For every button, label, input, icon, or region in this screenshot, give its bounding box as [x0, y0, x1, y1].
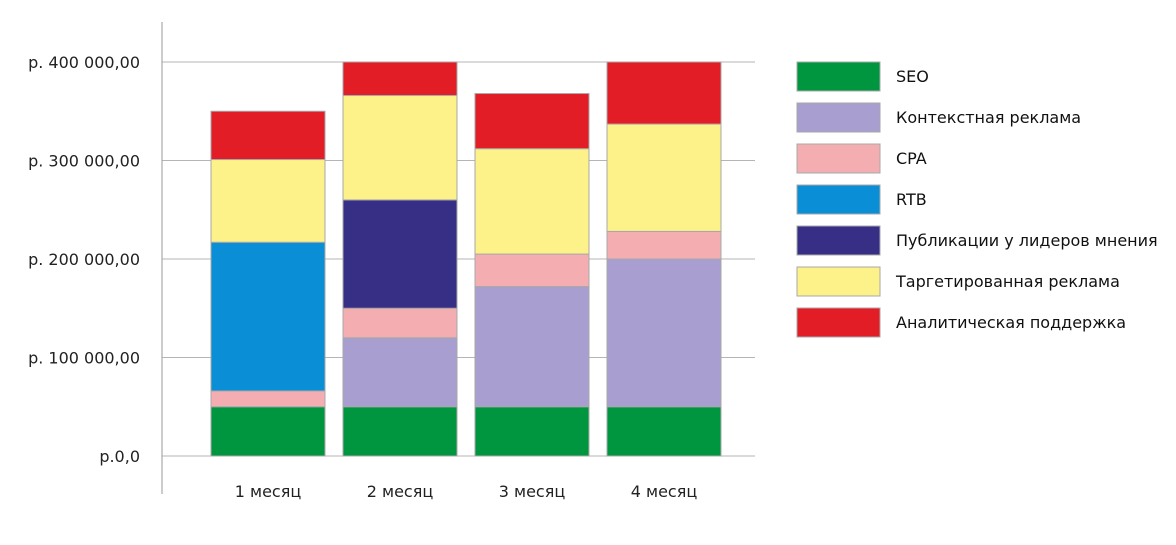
bar-segment [342, 406, 458, 457]
legend-label: Аналитическая поддержка [896, 313, 1126, 332]
bar-segment [606, 406, 722, 457]
y-axis-ticks: р.0,0 р. 100 000,00 р. 200 000,00 р. 300 00… [28, 53, 140, 466]
y-tick-label: р.0,0 [99, 447, 140, 466]
bar-segment [474, 406, 590, 457]
bar-segment [606, 230, 722, 260]
x-category-label: 3 месяц [499, 482, 566, 501]
legend-swatch [796, 61, 881, 92]
x-category-label: 4 месяц [631, 482, 698, 501]
legend: SEO Контекстная реклама CPA RTB Публикации у… [796, 61, 1158, 338]
bar-segment [474, 286, 590, 408]
legend-label: CPA [896, 149, 927, 168]
bar-segment [474, 253, 590, 288]
legend-swatch [796, 102, 881, 133]
bar-segment [342, 94, 458, 201]
legend-swatch [796, 225, 881, 256]
legend-swatch [796, 184, 881, 215]
legend-label: RTB [896, 190, 927, 209]
bar-segment [210, 159, 326, 243]
legend-swatch [796, 266, 881, 297]
bars [210, 61, 722, 457]
x-axis-categories: 1 месяц 2 месяц 3 месяц 4 месяц [235, 482, 698, 501]
legend-label: SEO [896, 67, 929, 86]
legend-label: Публикации у лидеров мнения [896, 231, 1158, 250]
bar-segment [342, 61, 458, 96]
bar-segment [210, 110, 326, 161]
bar-segment [474, 148, 590, 255]
bar-segment [210, 406, 326, 457]
bar-segment [210, 390, 326, 408]
bar-segment [342, 337, 458, 408]
legend-label: Таргетированная реклама [895, 272, 1120, 291]
y-tick-label: р. 300 000,00 [28, 152, 140, 171]
bar-segment [606, 61, 722, 125]
legend-swatch [796, 143, 881, 174]
y-tick-label: р. 100 000,00 [28, 349, 140, 368]
bar-segment [606, 258, 722, 408]
bar-segment [474, 93, 590, 150]
bar-segment [210, 241, 326, 392]
legend-swatch [796, 307, 881, 338]
x-category-label: 1 месяц [235, 482, 302, 501]
x-category-label: 2 месяц [367, 482, 434, 501]
bar-segment [342, 199, 458, 309]
bar-segment [606, 123, 722, 232]
bar-segment [342, 307, 458, 339]
legend-label: Контекстная реклама [896, 108, 1081, 127]
y-tick-label: р. 400 000,00 [28, 53, 140, 72]
y-tick-label: р. 200 000,00 [28, 250, 140, 269]
